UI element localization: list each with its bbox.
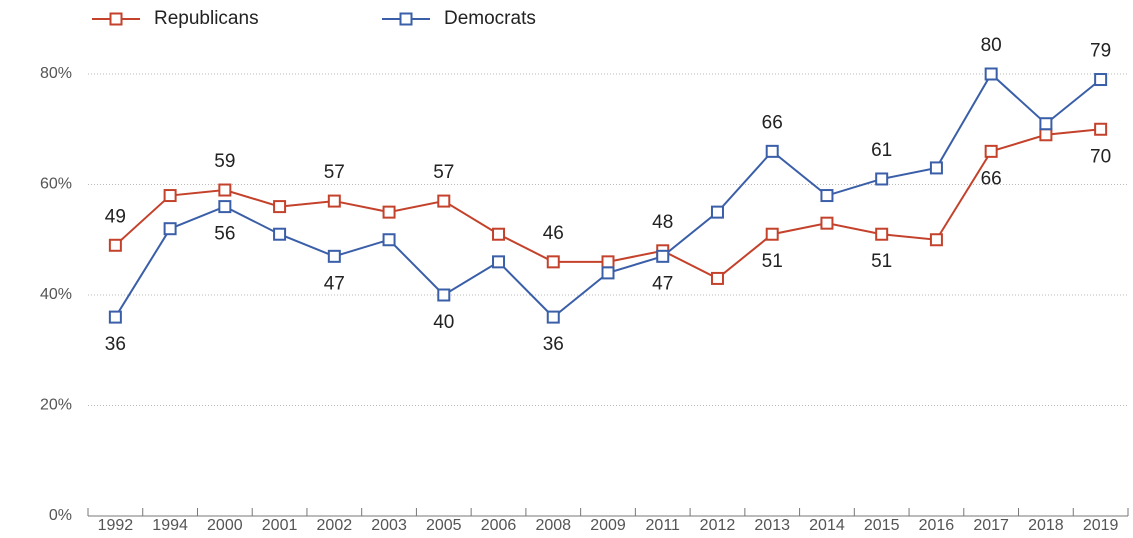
point-marker <box>437 194 451 208</box>
point-marker <box>601 266 615 280</box>
point-marker <box>875 227 889 241</box>
point-marker <box>546 255 560 269</box>
x-tick-label: 2017 <box>973 517 1009 534</box>
data-label: 46 <box>543 223 564 244</box>
point-marker <box>710 271 724 285</box>
point-marker <box>327 249 341 263</box>
x-tick-label: 2015 <box>864 517 900 534</box>
point-marker <box>218 200 232 214</box>
y-tick-label: 0% <box>49 507 72 524</box>
data-label: 51 <box>762 251 783 272</box>
y-tick-label: 80% <box>40 65 72 82</box>
x-tick-label: 2003 <box>371 517 407 534</box>
data-label: 79 <box>1090 41 1111 62</box>
point-marker <box>492 255 506 269</box>
point-marker <box>929 161 943 175</box>
x-tick-label: 2008 <box>535 517 571 534</box>
series-line <box>114 72 1102 319</box>
point-marker <box>875 172 889 186</box>
point-marker <box>1094 73 1108 87</box>
x-tick-label: 2019 <box>1083 517 1119 534</box>
legend-marker <box>109 12 123 26</box>
data-label: 36 <box>105 334 126 355</box>
x-tick-label: 2018 <box>1028 517 1064 534</box>
data-label: 56 <box>214 224 235 245</box>
data-label: 49 <box>105 206 126 227</box>
y-tick-label: 60% <box>40 176 72 193</box>
point-marker <box>218 183 232 197</box>
data-label: 47 <box>652 273 673 294</box>
data-label: 51 <box>871 251 892 272</box>
data-label: 80 <box>981 35 1002 56</box>
point-marker <box>656 249 670 263</box>
point-marker <box>1039 117 1053 131</box>
x-tick-label: 2000 <box>207 517 243 534</box>
point-marker <box>984 67 998 81</box>
point-marker <box>382 233 396 247</box>
x-tick-label: 2005 <box>426 517 462 534</box>
point-marker <box>492 227 506 241</box>
x-tick-label: 1992 <box>98 517 134 534</box>
data-label: 40 <box>433 312 454 333</box>
y-tick-label: 20% <box>40 397 72 414</box>
data-label: 36 <box>543 334 564 355</box>
data-label: 66 <box>762 112 783 133</box>
point-marker <box>820 216 834 230</box>
point-marker <box>765 144 779 158</box>
x-tick-label: 2012 <box>700 517 736 534</box>
x-tick-label: 2011 <box>646 517 681 534</box>
x-tick-label: 2002 <box>317 517 353 534</box>
point-marker <box>273 227 287 241</box>
point-marker <box>1039 128 1053 142</box>
y-tick-label: 40% <box>40 286 72 303</box>
data-label: 59 <box>214 151 235 172</box>
point-marker <box>929 233 943 247</box>
point-marker <box>546 310 560 324</box>
x-tick-label: 1994 <box>152 517 188 534</box>
point-marker <box>163 189 177 203</box>
point-marker <box>820 189 834 203</box>
point-marker <box>601 255 615 269</box>
x-tick-label: 2014 <box>809 517 845 534</box>
data-label: 61 <box>871 140 892 161</box>
point-marker <box>382 205 396 219</box>
legend-label: Republicans <box>154 8 259 29</box>
point-marker <box>163 222 177 236</box>
data-label: 48 <box>652 212 673 233</box>
legend-marker <box>399 12 413 26</box>
data-label: 70 <box>1090 146 1111 167</box>
x-tick-label: 2016 <box>919 517 955 534</box>
x-tick-label: 2001 <box>262 517 298 534</box>
point-marker <box>273 200 287 214</box>
data-label: 66 <box>981 168 1002 189</box>
data-label: 47 <box>324 273 345 294</box>
data-label: 57 <box>324 162 345 183</box>
point-marker <box>710 205 724 219</box>
point-marker <box>765 227 779 241</box>
point-marker <box>984 144 998 158</box>
point-marker <box>437 288 451 302</box>
point-marker <box>327 194 341 208</box>
point-marker <box>108 310 122 324</box>
point-marker <box>1094 122 1108 136</box>
point-marker <box>108 238 122 252</box>
x-tick-label: 2009 <box>590 517 626 534</box>
x-tick-label: 2006 <box>481 517 517 534</box>
legend-label: Democrats <box>444 8 536 29</box>
x-tick-label: 2013 <box>754 517 790 534</box>
data-label: 57 <box>433 162 454 183</box>
